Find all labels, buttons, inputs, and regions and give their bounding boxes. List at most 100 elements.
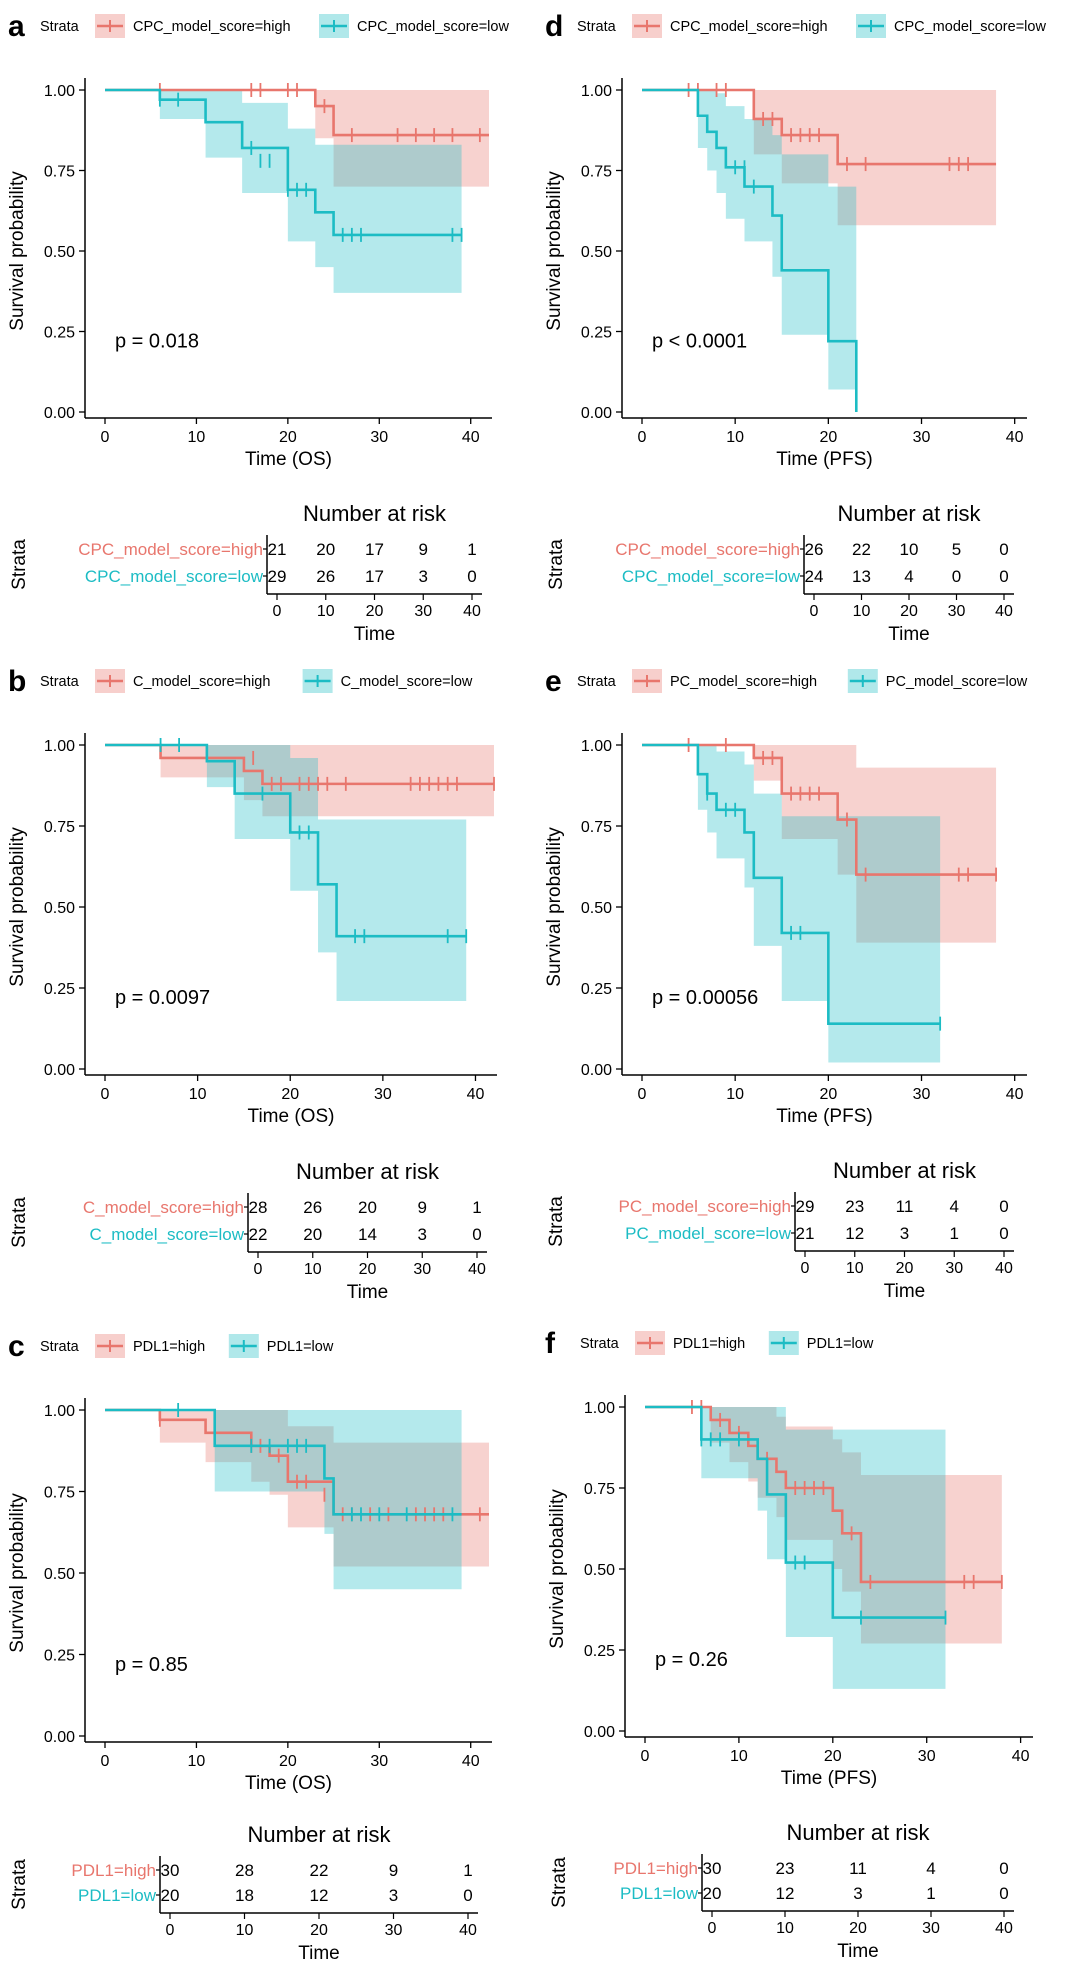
p-value: p < 0.0001 [652, 331, 747, 353]
y-tick-label: 0.25 [581, 325, 612, 342]
risk-x-tick-label: 0 [801, 1260, 810, 1277]
risk-count: 20 [358, 1198, 377, 1217]
risk-count: 0 [463, 1886, 472, 1905]
risk-x-tick-label: 40 [468, 1261, 486, 1278]
risk-x-tick-label: 0 [254, 1261, 263, 1278]
survival-curve-high [642, 88, 997, 166]
y-tick-label: 0.00 [581, 1062, 612, 1079]
legend-title: Strata [40, 19, 80, 35]
risk-count: 9 [419, 540, 428, 559]
risk-table-title: Number at risk [247, 1822, 391, 1847]
risk-y-axis-title: Strata [9, 539, 30, 590]
risk-row-label-high: CPC_model_score=high [78, 540, 263, 559]
risk-row-label-low: CPC_model_score=low [622, 567, 801, 586]
x-tick-label: 0 [641, 1748, 650, 1765]
risk-count: 1 [463, 1861, 472, 1880]
survival-curve-low [105, 743, 467, 938]
risk-x-tick-label: 30 [385, 1922, 403, 1939]
risk-count: 0 [999, 1224, 1008, 1243]
risk-count: 17 [365, 540, 384, 559]
y-tick-label: 0.50 [44, 1566, 75, 1583]
risk-x-tick-label: 20 [366, 603, 384, 620]
risk-count: 20 [161, 1886, 180, 1905]
y-tick-label: 0.50 [44, 244, 75, 261]
risk-x-tick-label: 40 [459, 1922, 477, 1939]
p-value: p = 0.00056 [652, 987, 758, 1009]
ci-band-high [642, 90, 997, 226]
y-tick-label: 0.25 [581, 981, 612, 998]
risk-x-tick-label: 0 [708, 1920, 717, 1937]
risk-x-tick-label: 30 [945, 1260, 963, 1277]
risk-count: 3 [389, 1886, 398, 1905]
risk-x-tick-label: 10 [304, 1261, 322, 1278]
x-tick-label: 10 [726, 1086, 744, 1103]
risk-count: 1 [467, 540, 476, 559]
risk-count: 3 [418, 1225, 427, 1244]
risk-count: 9 [418, 1198, 427, 1217]
risk-x-tick-label: 30 [413, 1261, 431, 1278]
risk-x-axis-title: Time [884, 1281, 926, 1302]
y-tick-label: 0.25 [44, 981, 75, 998]
risk-x-tick-label: 10 [317, 603, 335, 620]
y-tick-label: 1.00 [44, 1403, 75, 1420]
x-tick-label: 0 [638, 1086, 647, 1103]
risk-x-axis-title: Time [354, 624, 396, 645]
x-tick-label: 20 [279, 1753, 297, 1770]
x-tick-label: 0 [101, 429, 110, 446]
risk-row-label-low: PC_model_score=low [625, 1224, 792, 1243]
x-axis-title: Time (OS) [245, 449, 332, 470]
x-tick-label: 30 [370, 429, 388, 446]
panel-letter: e [545, 665, 562, 698]
risk-count: 20 [316, 540, 335, 559]
risk-x-tick-label: 40 [995, 603, 1013, 620]
x-tick-label: 30 [913, 429, 931, 446]
x-axis-title: Time (PFS) [776, 449, 872, 470]
x-tick-label: 30 [370, 1753, 388, 1770]
risk-table-title: Number at risk [303, 501, 447, 526]
risk-y-axis-title: Strata [9, 1859, 30, 1910]
risk-count: 24 [805, 567, 824, 586]
x-tick-label: 20 [819, 429, 837, 446]
y-tick-label: 0.50 [581, 244, 612, 261]
x-tick-label: 10 [730, 1748, 748, 1765]
y-tick-label: 0.25 [44, 325, 75, 342]
survival-curve-low [105, 1408, 462, 1516]
x-axis-title: Time (PFS) [776, 1106, 872, 1127]
x-tick-label: 40 [1006, 1086, 1024, 1103]
legend-title: Strata [577, 19, 617, 35]
x-tick-label: 20 [819, 1086, 837, 1103]
ci-band-low [642, 90, 857, 412]
risk-x-tick-label: 30 [922, 1920, 940, 1937]
y-tick-label: 0.00 [44, 1729, 75, 1746]
x-tick-label: 20 [279, 429, 297, 446]
risk-x-tick-label: 40 [463, 603, 481, 620]
panel-a: a Strata CPC_model_score=high CPC_model_sco… [7, 10, 509, 645]
risk-count: 18 [235, 1886, 254, 1905]
risk-count: 1 [926, 1884, 935, 1903]
legend-label-high: C_model_score=high [133, 674, 270, 690]
risk-x-tick-label: 10 [776, 1920, 794, 1937]
x-tick-label: 40 [1012, 1748, 1030, 1765]
risk-count: 22 [310, 1861, 329, 1880]
risk-x-tick-label: 0 [273, 603, 282, 620]
panel-letter: c [8, 1330, 25, 1363]
y-tick-label: 0.75 [44, 164, 75, 181]
risk-count: 12 [776, 1884, 795, 1903]
risk-table-title: Number at risk [786, 1820, 930, 1845]
panel-letter: a [8, 10, 25, 43]
y-tick-label: 1.00 [581, 738, 612, 755]
y-tick-label: 0.00 [581, 405, 612, 422]
risk-x-tick-label: 40 [995, 1260, 1013, 1277]
p-value: p = 0.018 [115, 331, 199, 353]
survival-curve-high [645, 1405, 1002, 1584]
panel-d: d Strata CPC_model_score=high CPC_model_sco… [544, 10, 1046, 645]
x-tick-label: 0 [101, 1086, 110, 1103]
risk-x-tick-label: 10 [236, 1922, 254, 1939]
risk-x-tick-label: 20 [900, 603, 918, 620]
legend-label-high: PC_model_score=high [670, 674, 817, 690]
x-tick-label: 40 [467, 1086, 485, 1103]
risk-x-axis-title: Time [347, 1282, 389, 1303]
panel-letter: d [545, 10, 563, 43]
legend-label-high: CPC_model_score=high [133, 19, 291, 35]
